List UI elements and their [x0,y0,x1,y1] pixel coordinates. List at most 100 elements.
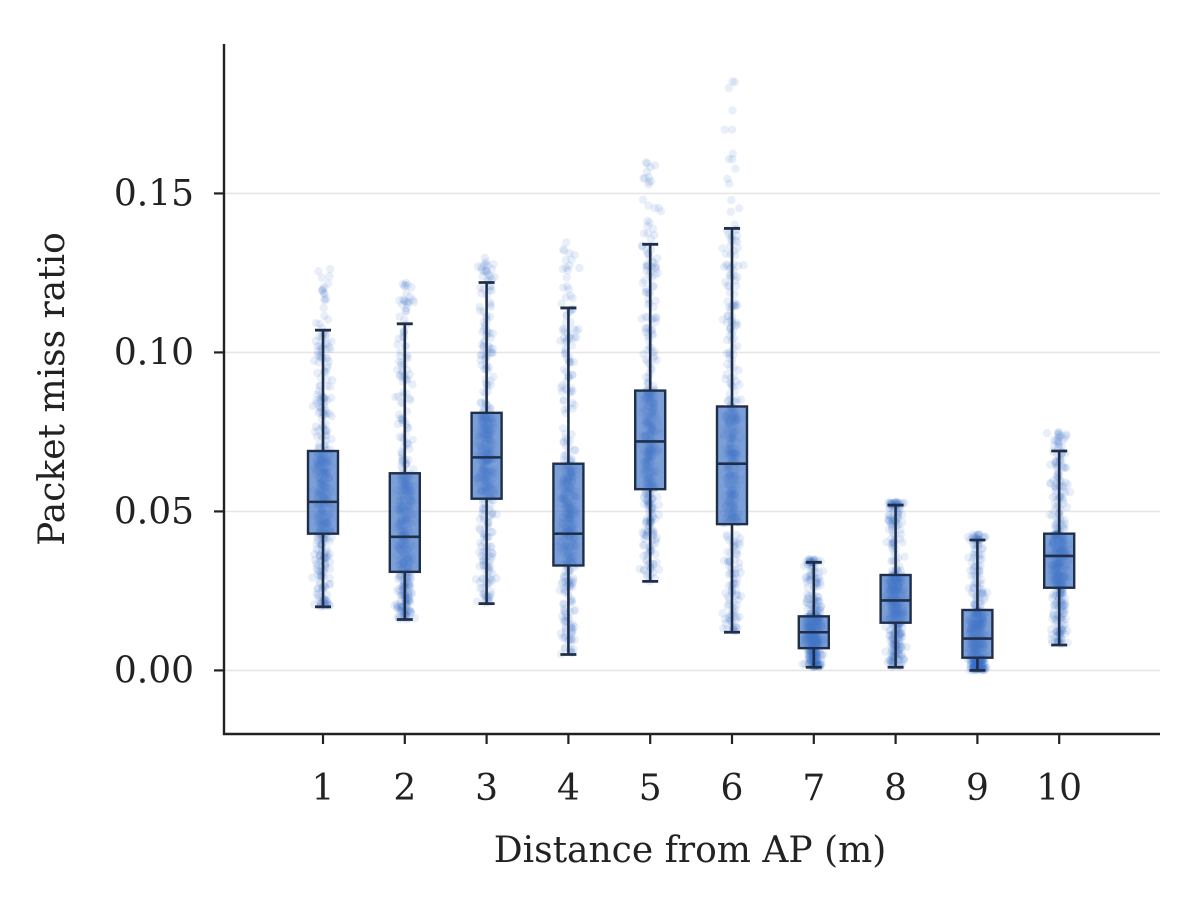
point [731,276,740,285]
point [815,573,824,583]
point [401,278,411,288]
point [408,295,417,304]
point [650,161,660,170]
point [895,534,905,544]
point [392,600,401,609]
point [475,306,485,315]
point [815,604,824,613]
point [568,398,577,408]
point [486,376,495,385]
point [805,600,814,609]
box-6 [715,405,749,526]
point [323,338,332,348]
point [404,572,413,581]
point [643,229,652,238]
y-tick-label-2: 0.10 [114,332,194,373]
point [570,605,580,615]
point [475,562,484,571]
point [398,280,408,289]
point [736,568,745,577]
point [327,435,336,444]
point [326,382,335,391]
point [805,649,814,658]
box-9 [961,608,994,659]
point [732,613,742,622]
x-tick-label-6: 6 [721,768,744,809]
point [644,180,653,189]
point [641,372,650,382]
point [324,279,333,288]
point [560,606,569,616]
point [486,344,495,353]
point [479,504,488,513]
point [722,318,731,327]
point [408,435,417,445]
point [556,336,565,345]
point [639,229,649,238]
point [393,365,402,374]
point [735,538,744,547]
point [312,559,321,568]
point [722,370,731,379]
point [325,579,334,589]
point [487,542,496,552]
point [651,514,660,524]
point [314,533,323,542]
point [897,510,907,520]
point [559,324,568,333]
point [325,573,334,583]
point [400,315,409,324]
point [643,216,652,226]
point [727,195,736,205]
point [475,523,484,533]
point [567,255,576,264]
point [569,357,578,367]
point [322,294,331,303]
point [560,327,569,336]
point [560,384,569,393]
point [400,280,410,290]
point [313,350,322,360]
point [308,401,317,411]
point [323,381,332,391]
point [478,498,488,507]
point [813,605,822,614]
point [559,584,568,594]
x-tick-label-4: 4 [557,768,580,809]
point [734,558,744,568]
point [731,281,741,291]
point [1053,495,1062,505]
point [568,404,577,413]
point [562,273,571,282]
point [566,291,575,300]
point [556,383,566,392]
point [313,561,323,570]
point [732,550,742,559]
point [559,573,568,582]
point [817,659,826,668]
point [486,272,495,281]
point [732,591,741,600]
point [405,596,414,605]
point [806,571,815,580]
point [489,260,498,269]
point [559,616,568,625]
point [560,346,569,355]
point [974,570,984,579]
point [568,370,577,380]
point [719,624,728,633]
y-tick-label-0: 0.00 [114,650,194,691]
point [393,392,403,401]
point [477,398,486,407]
point [718,315,728,324]
point [817,650,826,659]
point [800,561,809,570]
point [488,509,497,519]
point [325,343,334,352]
point [489,372,498,381]
point [640,534,649,544]
point [722,260,731,269]
point [565,249,574,258]
point [739,260,748,270]
point [325,409,334,418]
